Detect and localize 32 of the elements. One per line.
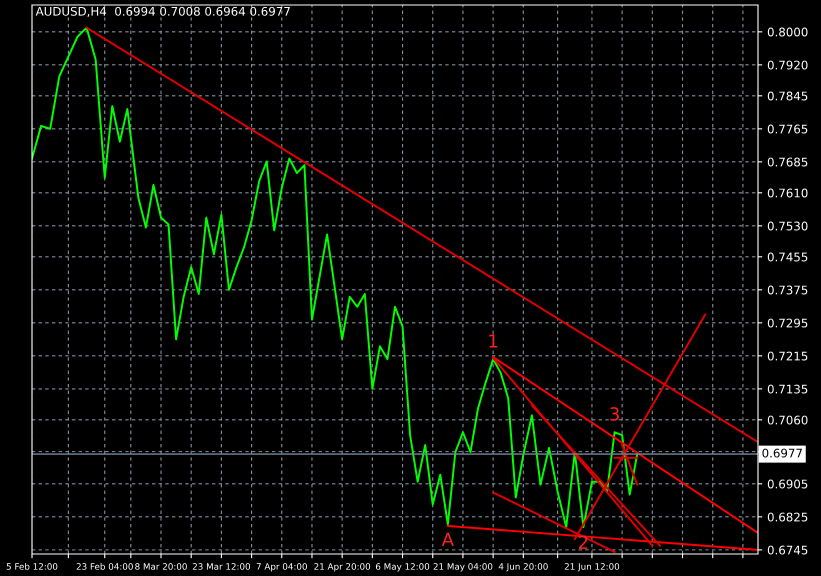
x-tick-label: 7 Apr 04:00 xyxy=(256,563,307,572)
y-tick-label: 0.7215 xyxy=(768,352,808,361)
y-tick-label: 0.7295 xyxy=(768,318,808,328)
annotation: A xyxy=(442,532,454,546)
x-tick-label: 6 May 12:00 xyxy=(376,563,430,572)
x-tick-label: 23 Mar 12:00 xyxy=(192,563,250,570)
y-tick-label: 0.7060 xyxy=(768,416,808,424)
y-tick-label: 0.6745 xyxy=(768,546,808,555)
y-tick-label: 0.7685 xyxy=(768,158,808,167)
y-tick-label: 0.7135 xyxy=(768,384,808,394)
x-tick-label: 21 Jun 12:00 xyxy=(564,563,620,572)
y-tick-label: 0.6825 xyxy=(768,512,808,522)
y-tick-label: 0.6905 xyxy=(768,480,808,488)
y-tick-label: 0.7610 xyxy=(768,188,808,198)
x-tick-label: 8 Mar 20:00 xyxy=(135,563,187,570)
y-tick-label: 0.7530 xyxy=(768,222,808,230)
y-tick-label: 0.7765 xyxy=(768,124,808,134)
x-tick-label: 21 May 04:00 xyxy=(434,563,492,572)
x-tick-label: 23 Feb 04:00 xyxy=(76,563,133,570)
x-tick-label: 4 Jun 20:00 xyxy=(498,563,548,572)
ref-line-label: 0.6977 xyxy=(762,448,802,458)
annotation: 2 xyxy=(578,535,588,549)
y-tick-label: 0.7455 xyxy=(768,252,808,262)
y-tick-label: 0.8000 xyxy=(768,28,808,36)
annotation: 3 xyxy=(610,407,619,421)
x-tick-label: 5 Feb 12:00 xyxy=(6,563,58,570)
chart-title: AUDUSD,H4 0.6994 0.7008 0.6964 0.6977 xyxy=(36,6,290,17)
x-tick-label: 21 Apr 20:00 xyxy=(314,563,370,572)
y-tick-label: 0.7920 xyxy=(768,60,808,70)
y-tick-label: 0.7845 xyxy=(768,92,808,100)
y-tick-label: 0.7375 xyxy=(768,286,808,294)
annotation: 1 xyxy=(489,334,498,348)
